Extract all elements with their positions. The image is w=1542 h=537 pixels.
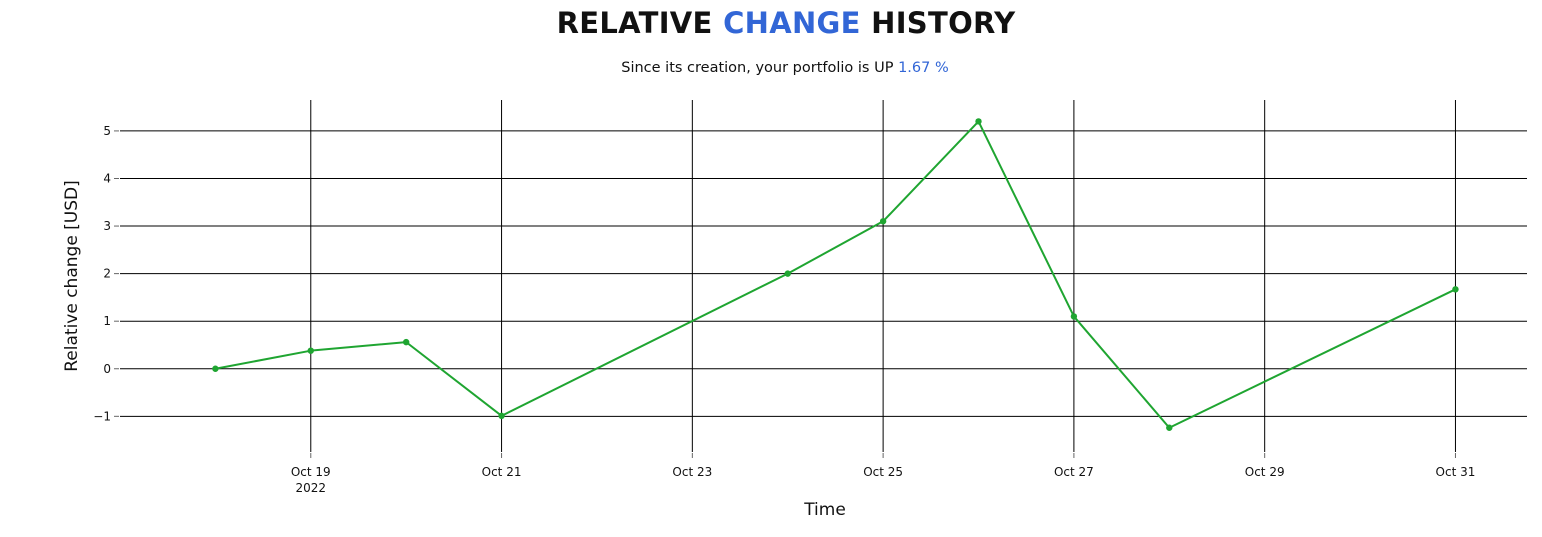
title-part-1: RELATIVE — [556, 6, 724, 40]
y-tick-label: 0 — [103, 362, 111, 376]
x-tick-label: Oct 19 — [291, 465, 331, 479]
data-point[interactable] — [212, 365, 219, 372]
x-tick-label: Oct 23 — [672, 465, 712, 479]
series-line — [215, 120, 1456, 429]
data-point[interactable] — [402, 338, 410, 346]
data-point[interactable] — [1070, 313, 1078, 320]
x-tick-label: Oct 25 — [863, 465, 903, 479]
chart-title: RELATIVE CHANGE HISTORY — [0, 6, 1542, 40]
grid-layer — [114, 100, 1527, 458]
x-axis-title: Time — [803, 500, 846, 520]
subtitle-value: 1.67 % — [898, 60, 949, 76]
chart-subtitle: Since its creation, your portfolio is UP… — [0, 60, 1542, 76]
x-tick-label: Oct 21 — [482, 465, 522, 479]
y-tick-label: 3 — [103, 219, 111, 233]
y-axis-title: Relative change [USD] — [62, 180, 82, 372]
y-tick-label: −1 — [93, 409, 111, 423]
x-tick-year-label: 2022 — [296, 481, 327, 495]
data-point[interactable] — [784, 270, 791, 277]
data-point[interactable] — [1166, 424, 1173, 431]
x-tick-label: Oct 27 — [1054, 465, 1094, 479]
x-tick-label: Oct 29 — [1245, 465, 1285, 479]
data-point[interactable] — [975, 118, 982, 125]
y-tick-label: 4 — [103, 171, 111, 185]
x-tick-label: Oct 31 — [1436, 465, 1476, 479]
series-layer — [212, 118, 1459, 431]
y-tick-label: 5 — [103, 124, 111, 138]
subtitle-text: Since its creation, your portfolio is UP — [621, 60, 899, 76]
title-accent: CHANGE — [723, 6, 861, 40]
tick-labels: −1 0 1 2 3 4 5 Oct 19 2022 Oct 21 Oct 23 Oct 25 Oct … — [93, 124, 1475, 495]
data-point[interactable] — [307, 347, 314, 354]
data-point[interactable] — [1452, 286, 1459, 293]
title-part-2: HISTORY — [860, 6, 1016, 40]
y-tick-label: 1 — [103, 314, 111, 328]
data-point[interactable] — [879, 218, 887, 225]
y-tick-label: 2 — [103, 267, 111, 281]
data-point[interactable] — [498, 412, 505, 420]
